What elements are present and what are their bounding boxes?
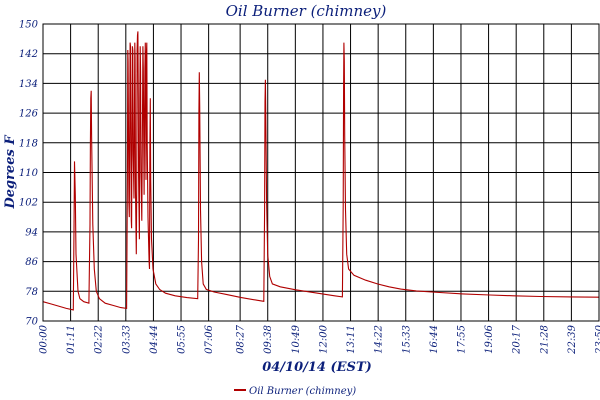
x-tick-label: 16:44 (429, 325, 440, 354)
y-tick-label: 102 (19, 198, 38, 209)
x-tick-label: 08:27 (236, 324, 247, 353)
x-tick-label: 09:38 (263, 325, 274, 354)
y-tick-label: 70 (25, 317, 38, 328)
x-tick-label: 02:22 (94, 325, 105, 354)
x-tick-label: 19:06 (484, 324, 495, 353)
x-tick-label: 15:33 (401, 325, 412, 354)
x-axis-title: 04/10/14 (EST) (262, 360, 372, 375)
y-tick-label: 142 (19, 49, 38, 60)
x-tick-label: 10:49 (291, 324, 302, 353)
x-tick-label: 00:00 (39, 324, 50, 353)
x-tick-label: 21:28 (539, 325, 550, 355)
plot-frame (42, 23, 600, 322)
y-tick-label: 110 (19, 168, 39, 179)
legend-label: Oil Burner (chimney) (249, 386, 356, 397)
y-tick-label: 86 (25, 257, 38, 268)
x-tick-label: 05:55 (177, 325, 188, 354)
series-line (42, 31, 600, 311)
legend: Oil Burner (chimney) (234, 386, 356, 397)
y-tick-label: 94 (25, 227, 38, 238)
y-tick-label: 150 (19, 20, 39, 31)
x-tick-label: 07:06 (204, 324, 215, 353)
x-tick-label: 04:44 (149, 325, 160, 354)
x-tick-label: 20:17 (512, 324, 523, 354)
x-tick-label: 03:33 (121, 325, 132, 354)
y-axis-ticks: 70 78 86 94 102 110 118 126 134 142 150 (19, 20, 39, 328)
x-tick-label: 13:11 (346, 325, 357, 354)
x-tick-label: 23:50 (595, 324, 600, 354)
x-tick-label: 17:55 (456, 325, 467, 354)
x-tick-label: 12:00 (318, 324, 329, 353)
y-tick-label: 126 (19, 109, 39, 120)
y-axis-title: Degrees F (3, 135, 18, 210)
x-tick-label: 14:22 (374, 325, 385, 354)
y-tick-label: 78 (25, 287, 38, 298)
y-tick-label: 118 (19, 138, 38, 149)
chart-title: Oil Burner (chimney) (226, 2, 387, 20)
x-tick-label: 22:39 (567, 324, 578, 354)
x-axis-ticks: 00:00 01:11 02:22 03:33 04:44 05:55 07:06 08:27… (39, 324, 600, 354)
x-tick-label: 01:11 (66, 325, 77, 354)
y-tick-label: 134 (19, 79, 38, 90)
